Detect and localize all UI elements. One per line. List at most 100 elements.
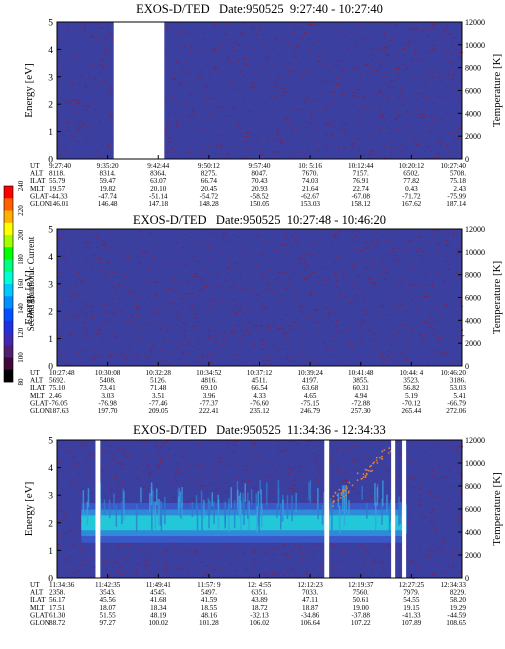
ephemeris-value: 41.59	[201, 596, 218, 604]
ephemeris-value: 8229.	[450, 589, 466, 597]
colorbar-tick-label: 120	[17, 327, 25, 338]
ephemeris-value: 61.30	[49, 611, 66, 619]
ephemeris-value: 12:34:33	[440, 581, 466, 589]
ephemeris-value: 107.89	[401, 619, 421, 627]
spectrogram-panel-1: EXOS-D/TED Date:950525 9:27:40 - 10:27:4…	[23, 2, 503, 208]
ephemeris-value: 19.57	[49, 185, 66, 193]
y-tick-label: 0	[48, 575, 53, 585]
panel-title: EXOS-D/TED Date:950525 9:27:40 - 10:27:4…	[136, 2, 383, 16]
ephemeris-value: 9:27:40	[49, 162, 71, 170]
colorbar-segment	[4, 222, 13, 236]
y2-tick-label: 4000	[465, 528, 481, 537]
ephemeris-row-label: GLAT	[30, 192, 49, 200]
ephemeris-value: 10:27:40	[440, 162, 466, 170]
ephemeris-value: -76.98	[98, 399, 117, 407]
ephemeris-value: 108.65	[446, 619, 466, 627]
ephemeris-value: 19.15	[403, 604, 420, 612]
ephemeris-value: 222.41	[199, 407, 219, 415]
y2-axis-label: Temperature [K]	[491, 261, 503, 334]
ephemeris-value: 74.03	[302, 177, 319, 185]
ephemeris-value: -51.14	[149, 192, 168, 200]
ephemeris-value: 158.12	[351, 200, 371, 208]
ephemeris-value: 18.72	[251, 604, 268, 612]
ephemeris-row-label: MLT	[30, 185, 45, 193]
ephemeris-value: 8275.	[201, 170, 217, 178]
ephemeris-value: 106.64	[300, 619, 320, 627]
ephemeris-value: 6502.	[403, 170, 419, 178]
y-tick-label: 3	[48, 492, 53, 502]
y-tick-label: 1	[48, 547, 53, 557]
ephemeris-value: 5497.	[201, 589, 217, 597]
y-tick-label: 4	[48, 464, 53, 474]
ephemeris-value: 3.51	[152, 392, 165, 400]
colorbar-segment	[4, 369, 13, 383]
ephemeris-value: 3.96	[203, 392, 216, 400]
ephemeris-value: 10:46:20	[440, 369, 466, 377]
spectrogram-field	[57, 229, 462, 366]
ephemeris-value: -76.05	[49, 399, 68, 407]
y-tick-label: 1	[48, 128, 53, 138]
ephemeris-value: 21.64	[302, 185, 319, 193]
y2-tick-label: 2000	[465, 339, 481, 348]
ephemeris-value: 10: 5:16	[298, 162, 322, 170]
ephemeris-value: 235.12	[250, 407, 270, 415]
colorbar-tick-label: 200	[17, 229, 25, 240]
ephemeris-value: -37.88	[351, 611, 370, 619]
y-axis-label: Energy [eV]	[23, 270, 35, 324]
y-tick-label: 2	[48, 308, 53, 318]
ephemeris-value: 7033.	[302, 589, 318, 597]
ephemeris-value: 3523.	[403, 377, 419, 385]
ephemeris-value: 75.10	[49, 384, 66, 392]
ephemeris-value: 187.14	[446, 200, 466, 208]
ephemeris-value: 5.41	[453, 392, 466, 400]
ephemeris-value: 9:50:12	[198, 162, 220, 170]
y-axis-label: Energy [eV]	[23, 63, 35, 117]
colorbar-label: Second Harmonic Current	[26, 236, 36, 331]
colorbar-tick-label: 140	[17, 303, 25, 314]
ephemeris-value: -77.46	[149, 399, 168, 407]
ephemeris-value: 2.43	[453, 185, 466, 193]
ephemeris-value: 4545.	[150, 589, 166, 597]
colorbar-segment	[4, 333, 13, 346]
ephemeris-value: 18.07	[100, 604, 117, 612]
data-gap	[402, 440, 407, 578]
ephemeris-row-label: MLT	[30, 604, 45, 612]
y-tick-label: 2	[48, 101, 53, 111]
ephemeris-value: 7560.	[353, 589, 369, 597]
y2-tick-label: 4000	[465, 109, 481, 118]
ephemeris-row-label: ALT	[30, 170, 44, 178]
ephemeris-value: 9:42:44	[147, 162, 169, 170]
y-tick-label: 0	[48, 156, 53, 166]
ephemeris-value: 4.94	[354, 392, 367, 400]
y-tick-label: 5	[48, 437, 53, 447]
ephemeris-row-label: UT	[30, 162, 40, 170]
ephemeris-value: 51.55	[100, 611, 117, 619]
ephemeris-value: 3855.	[353, 377, 369, 385]
ephemeris-row-label: ILAT	[30, 177, 46, 185]
colorbar-segment	[4, 320, 13, 334]
y2-tick-label: 0	[465, 574, 469, 583]
ephemeris-value: 12:12:23	[297, 581, 323, 589]
data-gap	[95, 440, 101, 578]
y-tick-label: 3	[48, 280, 53, 290]
colorbar-segment	[4, 308, 13, 322]
colorbar-tick-label: 160	[17, 278, 25, 289]
ephemeris-value: 101.28	[199, 619, 219, 627]
colorbar-segment	[4, 186, 13, 199]
ephemeris-value: 19.29	[450, 604, 467, 612]
ephemeris-value: 47.11	[302, 596, 318, 604]
colorbar-segment	[4, 296, 13, 309]
ephemeris-value: 8314.	[100, 170, 116, 178]
ephemeris-value: 20.10	[150, 185, 167, 193]
colorbar-segment	[4, 235, 13, 248]
ephemeris-value: -70.12	[402, 399, 421, 407]
ephemeris-value: 19.82	[100, 185, 117, 193]
ephemeris-value: 4816.	[201, 377, 217, 385]
ephemeris-value: 106.02	[250, 619, 270, 627]
ephemeris-value: 69.10	[201, 384, 218, 392]
colorbar-segment	[4, 247, 13, 260]
ephemeris-value: 18.87	[302, 604, 319, 612]
